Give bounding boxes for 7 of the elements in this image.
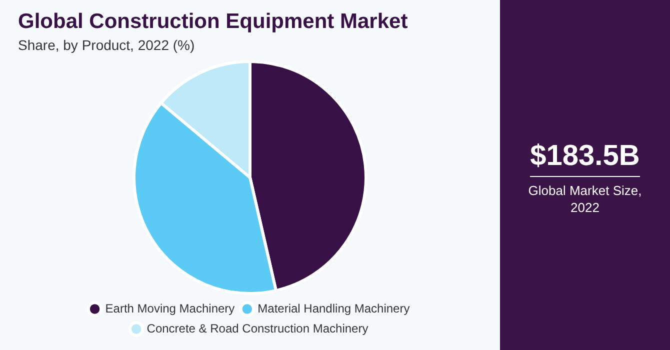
text: $183.5B xyxy=(529,140,641,173)
text: Global Market Size, 2022 xyxy=(527,182,643,216)
legend-label: Earth Moving Machinery xyxy=(105,301,235,316)
legend-label: Concrete & Road Construction Machinery xyxy=(146,321,368,336)
chart-subtitle: Share, by Product, 2022 (%) xyxy=(18,37,195,53)
chart-title: Global Construction Equipment Market xyxy=(18,10,408,34)
legend-label: Material Handling Machinery xyxy=(258,301,410,316)
